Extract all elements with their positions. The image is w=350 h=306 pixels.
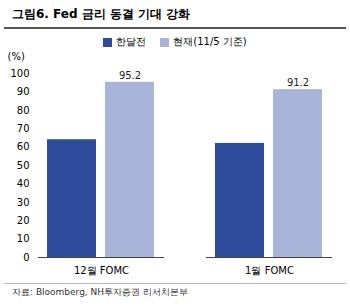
svg-text:100: 100 bbox=[10, 68, 29, 79]
html-text:현재(11/5 기준): 현재(11/5 기준) bbox=[173, 36, 247, 47]
svg-text:12월 FOMC: 12월 FOMC bbox=[74, 265, 129, 276]
svg-text:50: 50 bbox=[17, 160, 30, 171]
svg-text:0: 0 bbox=[23, 252, 29, 263]
svg-text:60: 60 bbox=[17, 141, 30, 152]
svg-text:70: 70 bbox=[17, 123, 30, 134]
html-text:그림6. Fed 금리 동결 기대 강화: 그림6. Fed 금리 동결 기대 강화 bbox=[12, 7, 191, 21]
svg-text:90: 90 bbox=[17, 86, 30, 97]
svg-text:95.2: 95.2 bbox=[119, 70, 141, 81]
svg-text:91.2: 91.2 bbox=[287, 77, 309, 88]
svg-text:(%): (%) bbox=[8, 51, 25, 62]
html-text:한달전: 한달전 bbox=[116, 36, 147, 47]
svg-text:20: 20 bbox=[17, 215, 30, 226]
svg-text:1월 FOMC: 1월 FOMC bbox=[245, 265, 294, 276]
html-text:자료: Bloomberg, NH투자증권 리서치본부: 자료: Bloomberg, NH투자증권 리서치본부 bbox=[12, 287, 188, 297]
svg-text:80: 80 bbox=[17, 105, 30, 116]
svg-text:30: 30 bbox=[17, 197, 30, 208]
svg-text:10: 10 bbox=[17, 233, 30, 244]
svg-text:40: 40 bbox=[17, 178, 30, 189]
